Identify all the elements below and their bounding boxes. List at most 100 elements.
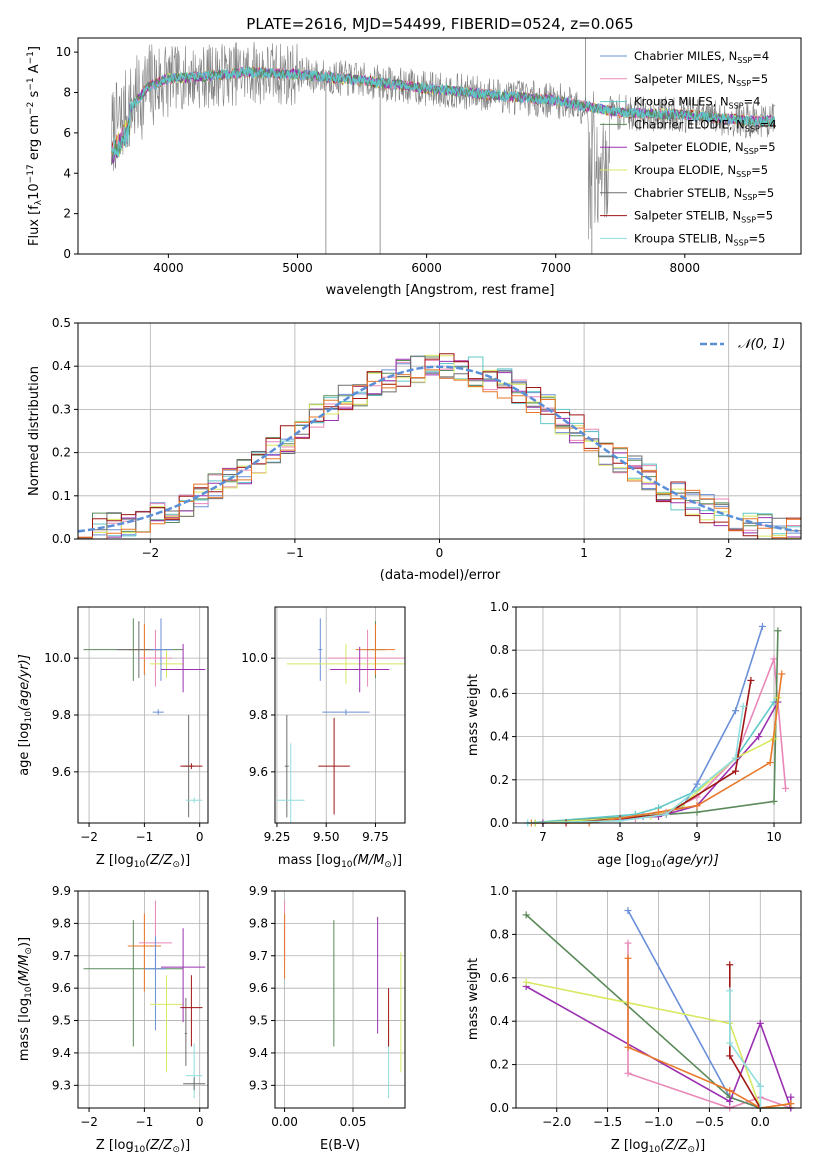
spectrum-legend-label: Chabrier ELODIE, NSSP=4 [634,117,777,133]
y-tick-label: 0.6 [490,971,509,985]
y-tick-label: 9.3 [249,1078,268,1092]
weight-vs-age-y-label: mass weight [466,674,481,756]
y-tick-label: 9.8 [249,916,268,930]
residuals-x-ticks: −2 −1 0 1 2 [141,539,733,560]
x-tick-label: 2 [725,546,733,560]
y-tick-label: 9.7 [52,949,71,963]
y-tick-label: 0.0 [490,1101,509,1115]
legend-tail: =4 [760,117,777,131]
x-tick-label: −2 [80,1115,98,1129]
x-tick-label: −0.5 [695,1115,724,1129]
legend-tail: =5 [751,163,768,177]
legend-subscript: SSP [737,56,752,65]
legend-subscript: SSP [742,193,757,202]
mass-vs-Z-x-ticks: −2 −1 0 [80,1108,204,1129]
x-tick-label: −1.0 [644,1115,673,1129]
x-tick-label: −1 [136,830,154,844]
x-tick-label: 0.05 [340,1115,367,1129]
age-vs-Z-plot-area [83,618,206,818]
spectrum-frame [77,37,802,255]
legend-name: Chabrier MILES, N [634,49,737,63]
spectrum-legend-label: Chabrier MILES, NSSP=4 [634,49,769,65]
y-tick-label: 6 [63,126,71,140]
y-tick-label: 4 [63,166,71,180]
weight-line-salpeter_elodie [542,701,779,824]
weight-line-kroupa_stelib [729,990,762,1108]
x-tick-label: −2.0 [542,1115,571,1129]
weight-vs-age-x-label: age [log10(age/yr)] [597,853,719,870]
x-tick-label: −1 [136,1115,154,1129]
x-tick-label: 0 [196,830,204,844]
residuals-legend-label: 𝒩(0, 1) [738,337,785,352]
legend-tail: =5 [759,140,776,154]
y-tick-label: 9.9 [249,884,268,898]
mass-vs-ebv-grid [275,890,405,1108]
legend-tail: =5 [756,209,773,223]
legend-name: Kroupa MILES, N [634,95,729,109]
legend-subscript: SSP [744,147,759,156]
spectrum-legend-label: Salpeter MILES, NSSP=5 [634,72,768,88]
age-vs-mass-grid [275,607,405,823]
legend-subscript: SSP [734,238,749,247]
x-tick-label: 0.0 [751,1115,770,1129]
y-tick-label: 10.0 [44,651,71,665]
spectrum-legend-label: Kroupa ELODIE, NSSP=5 [634,163,768,179]
weight-line-chabrier_elodie [535,630,779,824]
weight-vs-age-panel: 7 8 9 10 0.0 0.2 0.4 0.6 0.8 1.0 age [log10(age/… [466,600,802,870]
spectrum-legend-label: Kroupa MILES, NSSP=4 [634,95,760,111]
age-vs-mass-plot-area [276,618,405,823]
x-tick-label: 1 [580,546,588,560]
residual-histogram-orange_model [78,369,801,540]
legend-subscript: SSP [736,79,751,88]
mass-vs-ebv-x-label: E(B-V) [320,1138,360,1153]
age-vs-mass-y-ticks: 9.6 9.8 10.0 [241,651,275,779]
legend-name: Chabrier STELIB, N [634,186,742,200]
y-tick-label: 9.9 [52,884,71,898]
x-tick-label: 0 [196,1115,204,1129]
spectrum-y-ticks: 0 2 4 6 8 10 [56,45,78,261]
weight-line-kroupa_stelib [527,706,744,824]
weight-line-salpeter_miles [542,658,787,824]
y-tick-label: 9.3 [52,1078,71,1092]
y-tick-label: 9.8 [52,708,71,722]
y-tick-label: 0.1 [52,489,71,503]
mass-vs-Z-y-label: mass [log10(M/M⊙)] [17,937,34,1061]
age-vs-Z-panel: −2 −1 0 9.6 9.8 10.0 Z [log10(Z/Z⊙)] age [lo… [17,606,209,870]
y-tick-label: 0 [63,247,71,261]
y-tick-label: 9.7 [249,949,268,963]
mass-vs-Z-y-ticks: 9.3 9.4 9.5 9.6 9.7 9.8 9.9 [52,884,78,1092]
x-tick-label: 0 [436,546,444,560]
x-tick-label: −1.5 [593,1115,622,1129]
spectrum-legend-label: Salpeter STELIB, NSSP=5 [634,209,773,225]
x-tick-label: 4000 [153,261,184,275]
x-tick-label: 8 [616,830,624,844]
weight-vs-Z-x-label: Z [log10(Z/Z⊙)] [611,1138,705,1155]
y-tick-label: 0.2 [52,446,71,460]
legend-name: Salpeter STELIB, N [634,209,741,223]
mass-vs-ebv-panel: 0.00 0.05 9.3 9.4 9.5 9.6 9.7 9.8 9.9 E(B-V) [249,884,406,1153]
x-tick-label: 9.50 [313,830,340,844]
legend-name: Salpeter ELODIE, N [634,140,744,154]
y-tick-label: 9.6 [249,981,268,995]
y-tick-label: 0.3 [52,402,71,416]
weight-vs-Z-panel: −2.0 −1.5 −1.0 −0.5 0.0 0.0 0.2 0.4 0.6 0.8 1.0 Z… [466,884,802,1155]
age-vs-Z-x-ticks: −2 −1 0 [80,823,204,844]
x-tick-label: −1 [286,546,304,560]
spectrum-panel: PLATE=2616, MJD=54499, FIBERID=0524, z=0… [26,15,802,298]
errorbar-group [284,900,402,1099]
weight-line-orange_model [531,673,783,824]
weight-vs-age-frame [515,606,802,824]
weight-vs-age-y-ticks: 0.0 0.2 0.4 0.6 0.8 1.0 [490,600,516,830]
x-tick-label: 10 [766,830,781,844]
spectrum-x-label: wavelength [Angstrom, rest frame] [326,283,555,298]
y-tick-label: 0.2 [490,773,509,787]
y-tick-label: 1.0 [490,600,509,614]
x-tick-label: 9.75 [362,830,389,844]
weight-vs-Z-grid [516,890,801,1109]
age-vs-mass-panel: 9.25 9.50 9.75 9.6 9.8 10.0 mass [log10(M/M⊙… [241,606,406,870]
spectrum-y-label: Flux [fλ10−17 erg cm−2 s−1 A−1] [26,46,44,246]
x-tick-label: 7000 [540,261,571,275]
spectrum-lines [111,38,776,254]
weight-line-chabrier_miles [535,626,764,824]
